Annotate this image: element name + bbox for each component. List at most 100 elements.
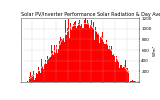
- Bar: [77, 26, 78, 82]
- Bar: [60, 38, 61, 82]
- Bar: [32, 75, 33, 82]
- Bar: [73, 24, 74, 82]
- Bar: [66, 35, 67, 82]
- Bar: [120, 65, 121, 82]
- Y-axis label: W/m²: W/m²: [153, 44, 157, 56]
- Bar: [106, 40, 107, 82]
- Bar: [97, 34, 98, 82]
- Bar: [137, 81, 138, 82]
- Bar: [98, 33, 99, 82]
- Bar: [99, 43, 100, 82]
- Bar: [87, 20, 88, 82]
- Bar: [40, 59, 42, 82]
- Bar: [113, 55, 114, 82]
- Bar: [117, 59, 118, 82]
- Bar: [29, 77, 30, 82]
- Bar: [71, 30, 72, 82]
- Text: Solar PV/Inverter Performance Solar Radiation & Day Average per Minute: Solar PV/Inverter Performance Solar Radi…: [21, 12, 160, 17]
- Bar: [79, 20, 80, 82]
- Bar: [127, 68, 128, 82]
- Bar: [38, 67, 39, 82]
- Bar: [134, 81, 135, 82]
- Bar: [114, 56, 115, 82]
- Bar: [69, 38, 70, 82]
- Bar: [33, 71, 34, 82]
- Bar: [62, 38, 63, 82]
- Bar: [84, 20, 85, 82]
- Bar: [76, 28, 77, 82]
- Bar: [110, 49, 111, 82]
- Bar: [96, 31, 97, 82]
- Bar: [42, 66, 43, 82]
- Bar: [131, 81, 132, 82]
- Bar: [86, 24, 87, 82]
- Bar: [85, 18, 86, 82]
- Bar: [30, 72, 31, 82]
- Bar: [36, 73, 37, 82]
- Bar: [102, 32, 103, 82]
- Bar: [34, 80, 35, 82]
- Bar: [118, 62, 120, 82]
- Bar: [49, 57, 50, 82]
- Bar: [116, 57, 117, 82]
- Bar: [59, 41, 60, 82]
- Bar: [95, 27, 96, 82]
- Bar: [138, 81, 139, 82]
- Bar: [35, 78, 36, 82]
- Bar: [100, 37, 101, 82]
- Bar: [115, 62, 116, 82]
- Bar: [68, 19, 69, 82]
- Bar: [135, 81, 136, 82]
- Bar: [80, 26, 81, 82]
- Bar: [58, 49, 59, 82]
- Bar: [112, 55, 113, 82]
- Bar: [55, 53, 56, 82]
- Bar: [74, 22, 75, 82]
- Bar: [39, 72, 40, 82]
- Bar: [88, 23, 89, 82]
- Bar: [92, 28, 93, 82]
- Bar: [124, 65, 125, 82]
- Bar: [91, 20, 92, 82]
- Bar: [46, 64, 47, 82]
- Bar: [61, 39, 62, 82]
- Bar: [108, 49, 109, 82]
- Bar: [70, 23, 71, 82]
- Bar: [31, 76, 32, 82]
- Bar: [43, 63, 44, 82]
- Bar: [37, 74, 38, 82]
- Bar: [51, 45, 52, 82]
- Bar: [53, 55, 54, 82]
- Bar: [107, 44, 108, 82]
- Bar: [57, 53, 58, 82]
- Bar: [67, 28, 68, 82]
- Bar: [89, 28, 90, 82]
- Bar: [54, 45, 55, 82]
- Bar: [130, 81, 131, 82]
- Bar: [72, 26, 73, 82]
- Bar: [65, 20, 66, 82]
- Bar: [90, 24, 91, 82]
- Bar: [101, 36, 102, 82]
- Bar: [82, 28, 83, 82]
- Bar: [75, 21, 76, 82]
- Bar: [123, 67, 124, 82]
- Bar: [122, 68, 123, 82]
- Bar: [109, 46, 110, 82]
- Bar: [132, 80, 133, 82]
- Bar: [56, 45, 57, 82]
- Bar: [111, 46, 112, 82]
- Bar: [52, 52, 53, 82]
- Bar: [64, 42, 65, 82]
- Bar: [48, 59, 49, 82]
- Bar: [45, 60, 46, 82]
- Bar: [133, 81, 134, 82]
- Bar: [44, 64, 45, 82]
- Bar: [94, 40, 95, 82]
- Bar: [104, 44, 105, 82]
- Bar: [128, 71, 129, 82]
- Bar: [83, 28, 84, 82]
- Bar: [121, 65, 122, 82]
- Bar: [93, 22, 94, 82]
- Bar: [126, 68, 127, 82]
